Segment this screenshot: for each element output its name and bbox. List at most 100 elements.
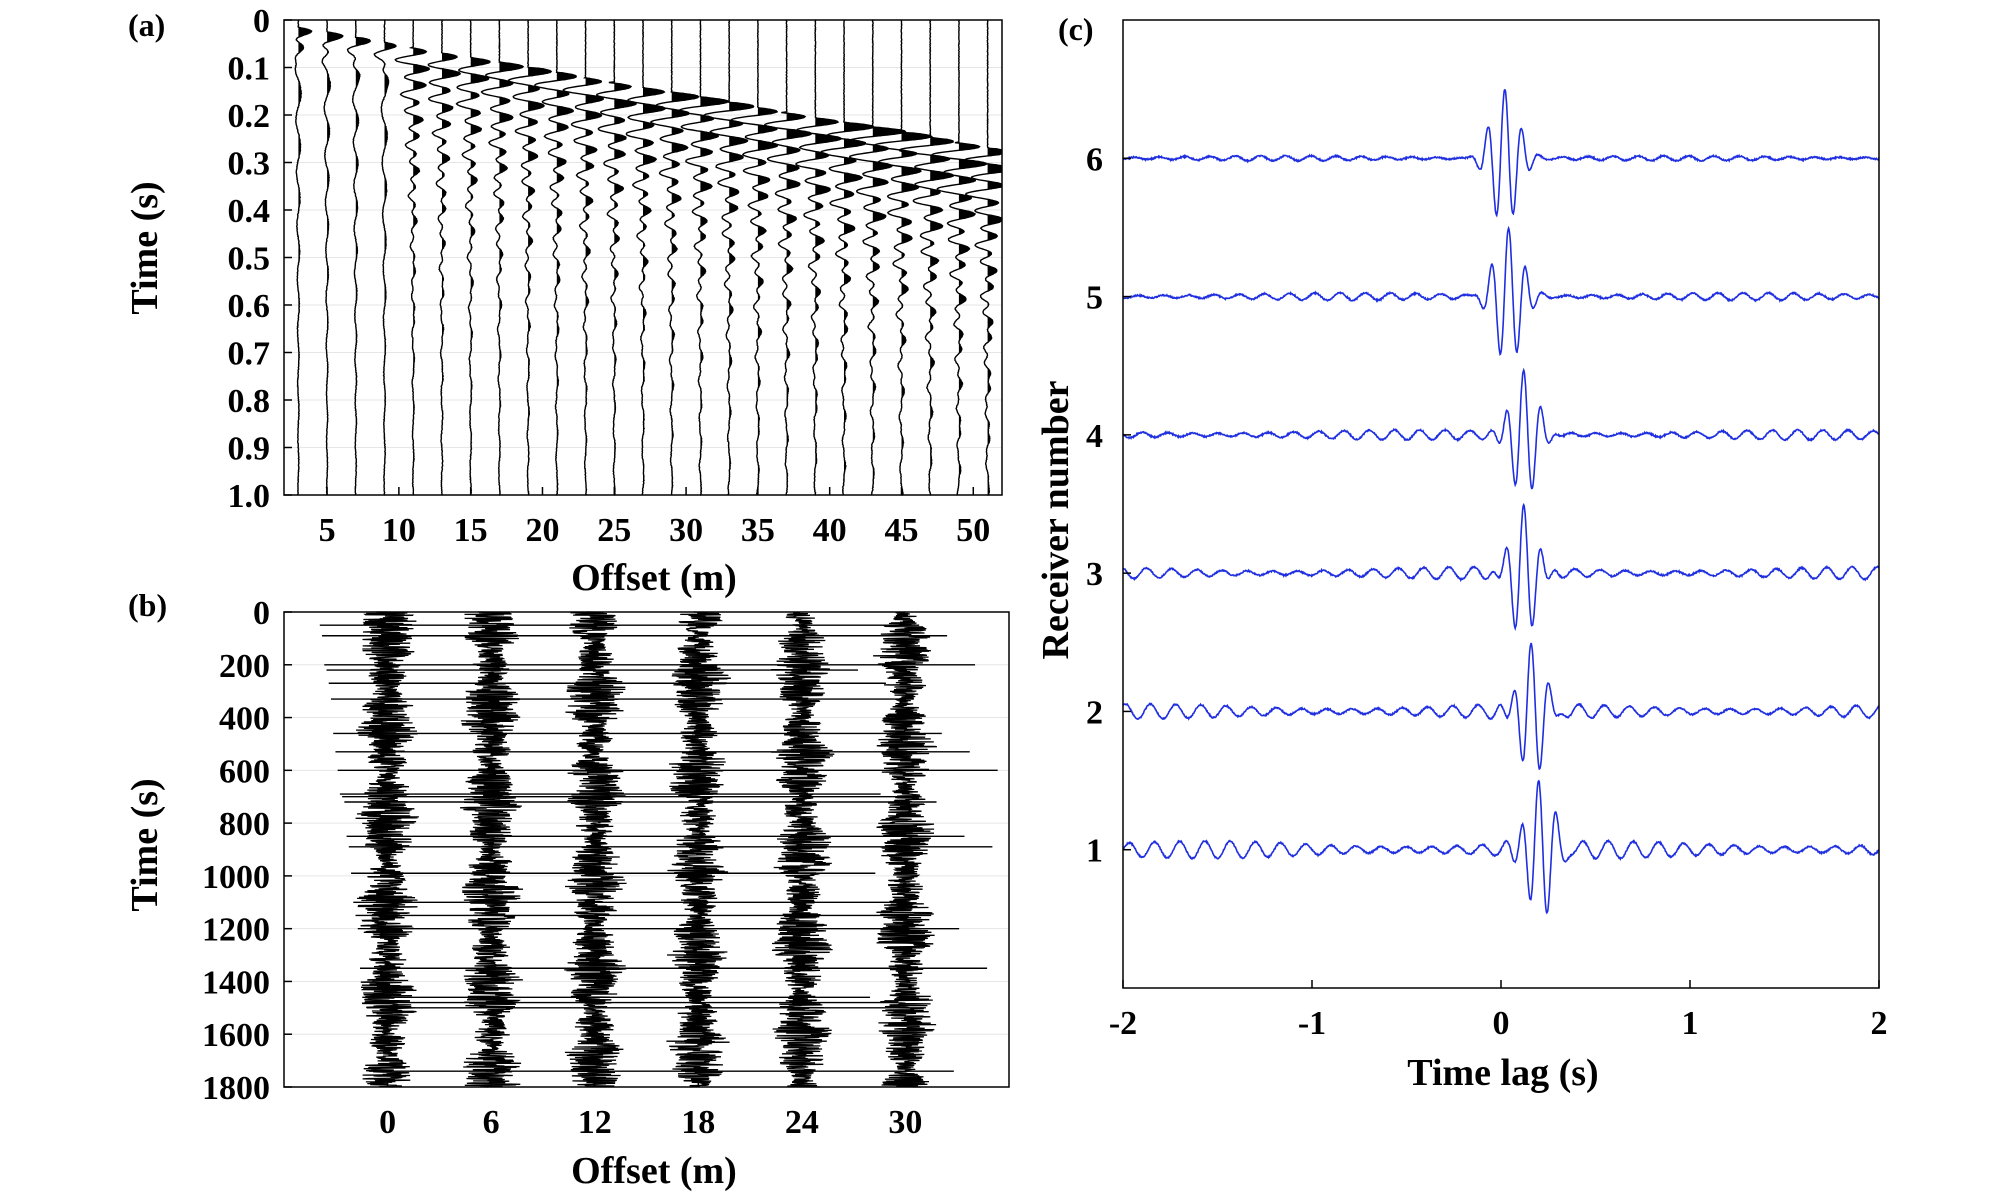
panel-c-x-tick-label: -1 bbox=[1298, 1005, 1326, 1042]
panel-b-x-tick-label: 6 bbox=[483, 1104, 500, 1141]
panel-a-letter: (a) bbox=[128, 7, 165, 43]
panel-a-trace bbox=[848, 19, 907, 496]
panel-a-x-tick-label: 15 bbox=[454, 512, 488, 549]
panel-a-trace-fill bbox=[786, 19, 812, 493]
panel-b-y-ticks: 0 200 400 600 800 1000 1200 1400 1600 1800 bbox=[202, 595, 292, 1107]
panel-a-trace-fill bbox=[958, 20, 987, 482]
panel-c-letter: (c) bbox=[1058, 11, 1094, 47]
panel-b-ylabel: Time (s) bbox=[124, 778, 166, 911]
panel-a-x-tick-label: 30 bbox=[669, 512, 703, 549]
panel-a-y-tick-label: 0.9 bbox=[228, 431, 271, 468]
panel-a-y-tick-label: 0.8 bbox=[228, 383, 271, 420]
panel-a-y-tick-label: 0.6 bbox=[228, 288, 271, 325]
panel-a-trace-fill bbox=[930, 20, 954, 496]
panel-a-xlabel: Offset (m) bbox=[571, 557, 737, 599]
panel-c-y-tick-label: 6 bbox=[1086, 141, 1103, 178]
panel-a-y-tick-label: 0.4 bbox=[228, 193, 271, 230]
panel-c-x-tick-label: 0 bbox=[1493, 1005, 1510, 1042]
panel-c-traces bbox=[1122, 88, 1880, 915]
panel-c-trace-receiver-5 bbox=[1122, 225, 1880, 357]
panel-a-x-tick-label: 45 bbox=[884, 512, 918, 549]
panel-b-y-tick-label: 1800 bbox=[202, 1070, 270, 1107]
panel-c-ylabel: Receiver number bbox=[1035, 380, 1077, 659]
panel-a-trace-fill bbox=[757, 19, 778, 488]
panel-c-trace-receiver-6 bbox=[1122, 88, 1880, 218]
panel-a-trace-fill bbox=[901, 22, 932, 496]
panel-a-trace-fill bbox=[671, 19, 699, 493]
panel-a-y-tick-label: 0.3 bbox=[228, 146, 271, 183]
panel-c-y-tick-label: 4 bbox=[1086, 418, 1103, 455]
panel-a-trace-fill bbox=[844, 19, 874, 482]
panel-b-x-tick-label: 30 bbox=[888, 1104, 922, 1141]
panel-b-y-tick-label: 600 bbox=[219, 753, 270, 790]
panel-c-y-tick-label: 1 bbox=[1086, 833, 1103, 870]
panel-a-trace-fill bbox=[987, 20, 1001, 496]
panel-b-xlabel: Offset (m) bbox=[571, 1150, 737, 1192]
panel-a-x-ticks: 5 10 15 20 25 30 35 40 45 50 bbox=[319, 487, 990, 549]
panel-b-x-tick-label: 18 bbox=[681, 1104, 715, 1141]
panel-b-y-tick-label: 800 bbox=[219, 806, 270, 843]
panel-c-trace-receiver-1 bbox=[1122, 779, 1880, 915]
panel-b-x-tick-label: 24 bbox=[785, 1104, 819, 1141]
panel-b-x-tick-label: 12 bbox=[578, 1104, 612, 1141]
panel-a-y-tick-label: 1.0 bbox=[228, 478, 271, 515]
panel-c-x-tick-label: 2 bbox=[1871, 1005, 1888, 1042]
panel-c-xlabel: Time lag (s) bbox=[1407, 1052, 1598, 1094]
panel-c-trace-receiver-4 bbox=[1122, 367, 1880, 490]
panel-a-trace-fill bbox=[442, 20, 461, 496]
panel-b-noise-records: (b) Time (s) Offset (m) 0 200 400 600 800 100… bbox=[124, 587, 1010, 1192]
panel-c-y-tick-label: 3 bbox=[1086, 556, 1103, 593]
panel-c-x-ticks: -2 -1 0 1 2 bbox=[1109, 980, 1888, 1042]
panel-a-y-tick-label: 0.5 bbox=[228, 241, 271, 278]
panel-a-trace-fill bbox=[355, 25, 371, 479]
panel-a-trace-fill bbox=[729, 19, 754, 483]
panel-b-y-tick-label: 0 bbox=[253, 595, 270, 632]
panel-a-y-tick-label: 0 bbox=[253, 3, 270, 40]
panel-a-trace bbox=[455, 19, 491, 496]
panel-a-trace-fill bbox=[470, 21, 490, 496]
panel-c-x-tick-label: 1 bbox=[1682, 1005, 1699, 1042]
panel-a-trace-fill bbox=[413, 20, 430, 496]
panel-a-x-tick-label: 50 bbox=[956, 512, 990, 549]
panel-a-ylabel: Time (s) bbox=[124, 181, 166, 314]
panel-a-x-tick-label: 35 bbox=[741, 512, 775, 549]
panel-b-y-tick-label: 400 bbox=[219, 701, 270, 738]
panel-a-trace-fill bbox=[872, 19, 906, 491]
panel-a-x-tick-label: 5 bbox=[319, 512, 336, 549]
panel-b-y-tick-label: 1600 bbox=[202, 1017, 270, 1054]
panel-b-y-tick-label: 200 bbox=[219, 648, 270, 685]
panel-b-x-ticks: 0 6 12 18 24 30 bbox=[379, 1079, 922, 1141]
panel-a-trace-fill bbox=[499, 20, 524, 496]
panel-a-trace-fill bbox=[528, 20, 552, 496]
panel-b-y-tick-label: 1000 bbox=[202, 859, 270, 896]
panel-a-y-tick-label: 0.7 bbox=[228, 336, 271, 373]
panel-a-y-tick-label: 0.1 bbox=[228, 51, 271, 88]
panel-a-trace-fill bbox=[384, 20, 396, 496]
panel-a-trace-fill bbox=[298, 20, 312, 477]
panel-a-x-tick-label: 10 bbox=[382, 512, 416, 549]
panel-a-y-tick-label: 0.2 bbox=[228, 98, 271, 135]
panel-a-y-ticks: 0 0.1 0.2 0.3 0.4 0.5 0.6 0.7 0.8 0.9 1.0 bbox=[228, 3, 292, 515]
panel-c-trace-receiver-3 bbox=[1122, 502, 1880, 632]
panel-c-y-tick-label: 5 bbox=[1086, 280, 1103, 317]
panel-b-y-tick-label: 1400 bbox=[202, 964, 270, 1001]
panel-a-x-tick-label: 25 bbox=[597, 512, 631, 549]
panel-a-trace-fill bbox=[327, 21, 343, 478]
panel-c-y-ticks: 1 2 3 4 5 6 bbox=[1086, 141, 1131, 870]
panel-b-traces bbox=[319, 611, 998, 1088]
panel-c-x-tick-label: -2 bbox=[1109, 1005, 1137, 1042]
panel-a-trace bbox=[963, 19, 1002, 496]
panel-b-y-tick-label: 1200 bbox=[202, 912, 270, 949]
panel-b-letter: (b) bbox=[128, 587, 167, 623]
panel-a-x-tick-label: 40 bbox=[813, 512, 847, 549]
panel-a-traces bbox=[294, 19, 1002, 496]
panel-a-x-tick-label: 20 bbox=[525, 512, 559, 549]
panel-a-trace bbox=[373, 19, 397, 496]
panel-a-trace bbox=[764, 19, 813, 496]
panel-a-shot-gather: (a) Time (s) Offset (m) 0 0.1 0.2 0.3 0.4 0.5… bbox=[124, 3, 1003, 599]
panel-c-cross-correlations: (c) Receiver number Time lag (s) 123456 … bbox=[1035, 11, 1888, 1094]
panel-c-y-tick-label: 2 bbox=[1086, 694, 1103, 731]
panel-b-axes-box bbox=[283, 611, 1010, 1088]
panel-c-trace-receiver-2 bbox=[1122, 642, 1880, 771]
